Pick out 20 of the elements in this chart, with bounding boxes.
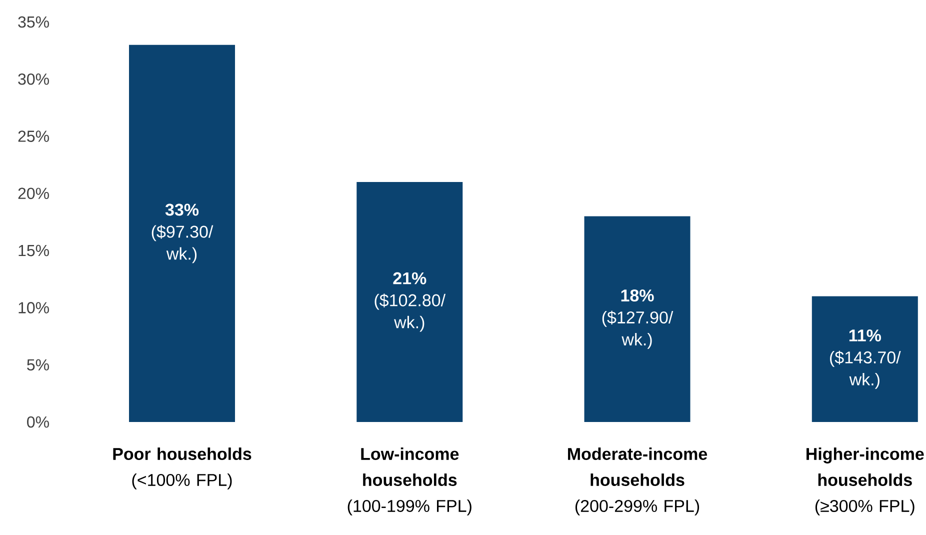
bar bbox=[356, 182, 463, 422]
x-tick-label: Low-income households (100-199% FPL) bbox=[348, 448, 472, 516]
y-tick-label: 25% bbox=[18, 130, 49, 142]
y-tick-label: 5% bbox=[27, 359, 49, 370]
y-tick-label: 10% bbox=[18, 302, 49, 314]
data-label: 33% ($97.30/ wk.) bbox=[152, 204, 214, 264]
y-tick-label: 20% bbox=[18, 188, 49, 200]
x-tick-label: Moderate-income households (200-299% FPL) bbox=[568, 448, 708, 516]
x-tick-label: Higher-income households (≥300% FPL) bbox=[806, 448, 924, 516]
bar bbox=[812, 296, 918, 422]
y-tick-label: 30% bbox=[18, 73, 49, 85]
y-tick-label: 0% bbox=[27, 416, 49, 428]
bar bbox=[129, 44, 236, 422]
bar bbox=[584, 216, 690, 422]
y-tick-label: 35% bbox=[18, 16, 49, 28]
data-label: 21% ($102.80/ wk.) bbox=[374, 272, 446, 332]
data-label: 18% ($127.90/ wk.) bbox=[602, 289, 674, 349]
y-tick-label: 15% bbox=[18, 244, 49, 256]
x-tick-label: Poor households (<100% FPL) bbox=[113, 448, 252, 490]
data-label: 11% ($143.70/ wk.) bbox=[830, 329, 901, 389]
